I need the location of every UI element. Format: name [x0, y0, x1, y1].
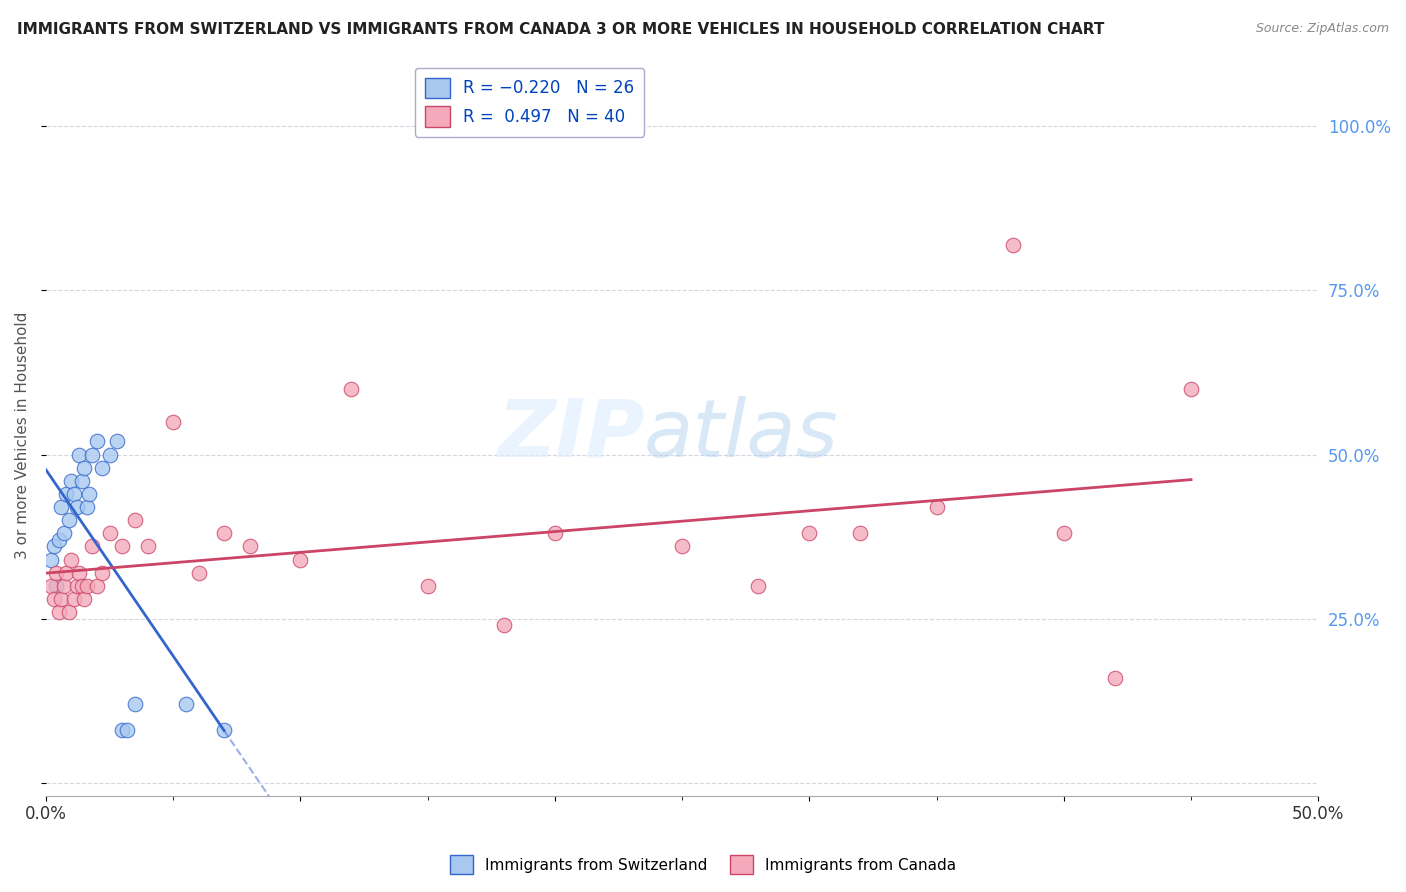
- Point: [55, 566, 77, 580]
- Point: [849, 526, 872, 541]
- Y-axis label: 3 or more Vehicles in Household: 3 or more Vehicles in Household: [15, 311, 30, 558]
- Point: [124, 697, 146, 711]
- Point: [136, 540, 159, 554]
- Point: [174, 697, 197, 711]
- Point: [45, 579, 67, 593]
- Point: [63, 487, 86, 501]
- Point: [65, 579, 87, 593]
- Point: [51, 591, 73, 606]
- Point: [67, 566, 90, 580]
- Point: [80, 540, 103, 554]
- Point: [58, 605, 80, 619]
- Point: [60, 474, 83, 488]
- Point: [124, 513, 146, 527]
- Text: ZIP: ZIP: [496, 396, 644, 474]
- Point: [51, 500, 73, 514]
- Point: [52, 579, 75, 593]
- Point: [544, 526, 567, 541]
- Point: [105, 434, 128, 449]
- Text: atlas: atlas: [644, 396, 839, 474]
- Point: [76, 579, 98, 593]
- Point: [42, 591, 65, 606]
- Point: [416, 579, 439, 593]
- Point: [187, 566, 209, 580]
- Point: [55, 487, 77, 501]
- Point: [1001, 237, 1024, 252]
- Point: [86, 434, 108, 449]
- Point: [76, 500, 98, 514]
- Point: [98, 448, 121, 462]
- Point: [91, 460, 114, 475]
- Point: [492, 618, 515, 632]
- Point: [80, 448, 103, 462]
- Point: [70, 579, 93, 593]
- Point: [799, 526, 821, 541]
- Point: [111, 723, 134, 738]
- Point: [925, 500, 948, 514]
- Text: IMMIGRANTS FROM SWITZERLAND VS IMMIGRANTS FROM CANADA 3 OR MORE VEHICLES IN HOUS: IMMIGRANTS FROM SWITZERLAND VS IMMIGRANT…: [17, 22, 1104, 37]
- Point: [212, 526, 235, 541]
- Point: [1180, 382, 1202, 396]
- Point: [98, 526, 121, 541]
- Point: [212, 723, 235, 738]
- Point: [747, 579, 769, 593]
- Point: [111, 540, 134, 554]
- Point: [52, 526, 75, 541]
- Point: [1053, 526, 1076, 541]
- Legend: Immigrants from Switzerland, Immigrants from Canada: Immigrants from Switzerland, Immigrants …: [443, 849, 963, 880]
- Point: [45, 566, 67, 580]
- Point: [65, 500, 87, 514]
- Legend: R = −0.220   N = 26, R =  0.497   N = 40: R = −0.220 N = 26, R = 0.497 N = 40: [415, 68, 644, 136]
- Point: [340, 382, 363, 396]
- Point: [73, 460, 96, 475]
- Point: [58, 513, 80, 527]
- Point: [91, 566, 114, 580]
- Point: [67, 448, 90, 462]
- Point: [42, 540, 65, 554]
- Point: [48, 533, 70, 547]
- Point: [48, 605, 70, 619]
- Point: [77, 487, 100, 501]
- Text: Source: ZipAtlas.com: Source: ZipAtlas.com: [1256, 22, 1389, 36]
- Point: [1104, 671, 1126, 685]
- Point: [60, 552, 83, 566]
- Point: [73, 591, 96, 606]
- Point: [39, 552, 62, 566]
- Point: [162, 415, 184, 429]
- Point: [86, 579, 108, 593]
- Point: [63, 591, 86, 606]
- Point: [238, 540, 260, 554]
- Point: [70, 474, 93, 488]
- Point: [39, 579, 62, 593]
- Point: [290, 552, 312, 566]
- Point: [117, 723, 139, 738]
- Point: [671, 540, 693, 554]
